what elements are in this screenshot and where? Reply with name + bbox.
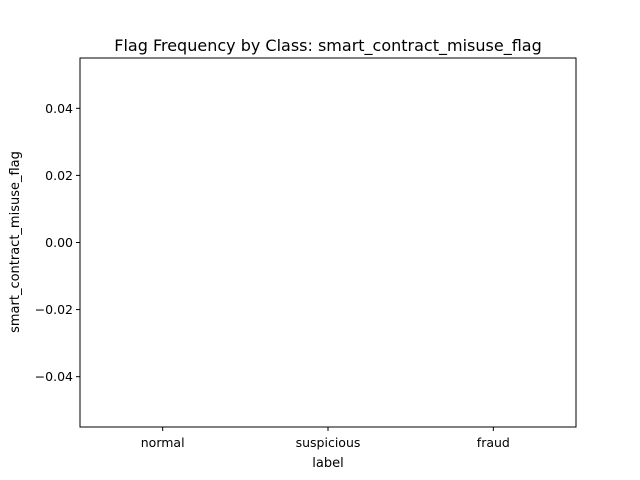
y-tick-label: 0.04 [45, 101, 73, 116]
x-tick-label: suspicious [296, 435, 361, 450]
y-tick-label: 0.00 [45, 235, 73, 250]
y-tick-label: −0.02 [35, 302, 73, 317]
x-tick-label: fraud [477, 435, 510, 450]
y-axis-label: smart_contract_misuse_flag [8, 151, 23, 333]
y-axis-ticks: 0.04 0.02 0.00 −0.02 −0.04 [35, 101, 80, 384]
y-tick-label: 0.02 [45, 168, 73, 183]
x-axis-ticks: normal suspicious fraud [141, 427, 510, 450]
y-tick-label: −0.04 [35, 369, 73, 384]
x-axis-label: label [312, 456, 343, 471]
chart-title: Flag Frequency by Class: smart_contract_… [114, 36, 541, 56]
x-tick-label: normal [141, 435, 185, 450]
